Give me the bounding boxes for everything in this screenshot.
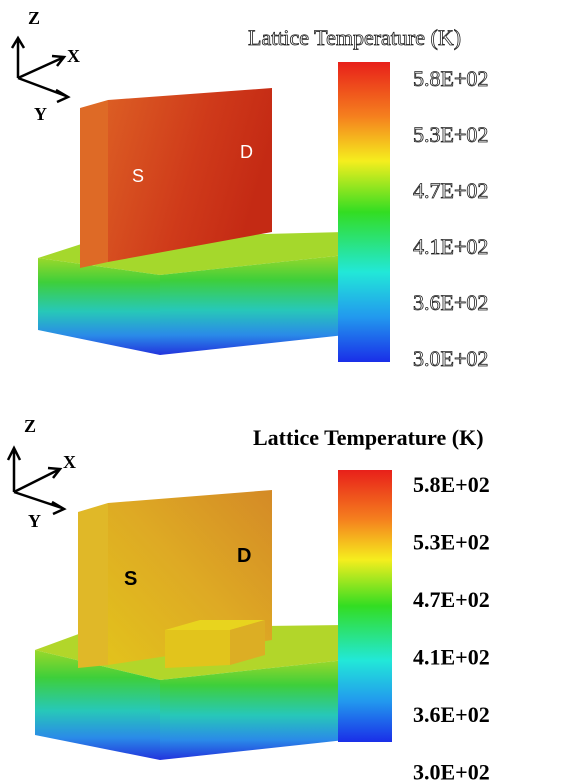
colorbar-label: 4.1E+02 [413,234,488,259]
colorbar-title: Lattice Temperature (K) [253,425,484,450]
colorbar-label: 5.3E+02 [413,530,490,555]
region-label: D [237,545,251,567]
colorbar [338,62,390,362]
colorbar-label: 4.7E+02 [413,178,488,203]
axis-label: X [63,452,76,472]
colorbar-title: Lattice Temperature (K) [248,25,461,50]
region-label: S [132,166,144,186]
colorbar-label: 3.6E+02 [413,290,488,315]
axis-label: Z [28,8,40,28]
z-arrow [10,35,26,78]
pad-top [165,620,265,630]
axis-label: Y [34,104,47,124]
colorbar-label: 3.0E+02 [413,346,488,371]
colorbar-label: 3.6E+02 [413,702,490,727]
base-side [160,660,345,760]
colorbar-label: 4.7E+02 [413,587,490,612]
colorbar-label: 4.1E+02 [413,645,490,670]
y-arrow [17,76,71,104]
fin-side [78,503,108,668]
colorbar-labels: 5.8E+02 5.3E+02 4.7E+02 4.1E+02 3.6E+02 3.0E+… [413,472,490,783]
region-label: D [240,142,253,162]
device-render [38,88,345,355]
colorbar-label: 5.8E+02 [413,472,490,497]
base-front [38,258,160,355]
fin-front [108,88,272,262]
z-arrow [6,445,22,492]
region-label: S [124,568,137,590]
axis-label: Y [28,511,41,531]
colorbar-label: 3.0E+02 [413,760,490,783]
colorbar-labels: 5.8E+02 5.3E+02 4.7E+02 4.1E+02 3.6E+02 3.0E+… [413,66,489,372]
colorbar-label: 5.8E+02 [413,66,488,91]
device-render [35,490,345,760]
colorbar-label: 5.3E+02 [413,122,488,147]
fin-side [80,100,108,268]
colorbar [338,470,392,742]
base-front [35,650,160,760]
y-arrow [13,490,67,516]
x-arrow [13,466,63,494]
base-side [160,255,345,355]
pad-front [165,630,230,668]
axis-triad [6,35,71,516]
axis-label: Z [24,416,36,436]
pad-side [230,620,265,665]
x-arrow [17,54,67,80]
axis-label: X [67,46,80,66]
